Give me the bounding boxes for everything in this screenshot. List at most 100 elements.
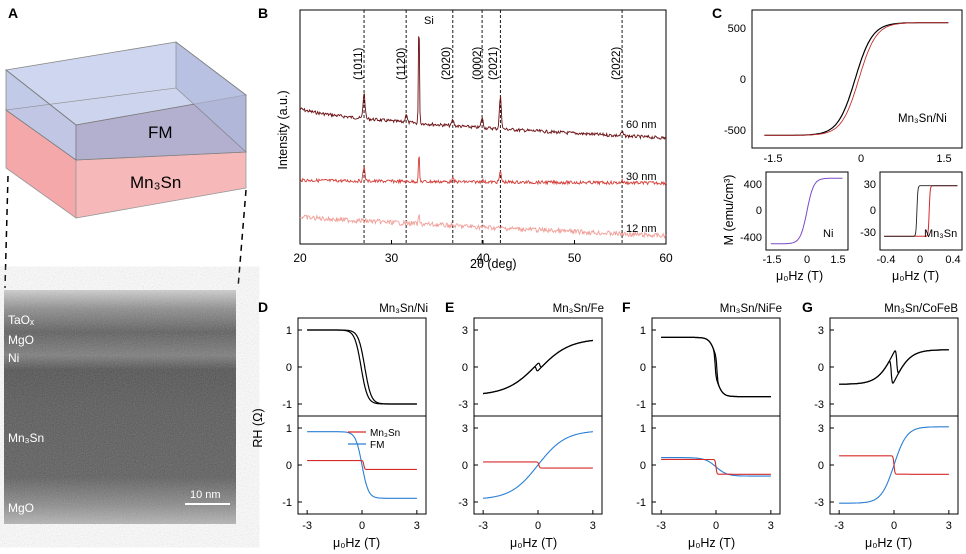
- panel-e-title: Mn₃Sn/Fe: [553, 303, 604, 315]
- panel-g-ytick-bottom-2: -3: [814, 497, 824, 509]
- scale-bar-label: 10 nm: [190, 489, 221, 501]
- panel-e-plots: 3 3 0 0 -3 -3: [458, 317, 603, 515]
- c-main-label: Mn₃Sn/Ni: [898, 113, 947, 125]
- panel-f-ytick-bottom-0: 1: [640, 423, 646, 435]
- panel-f-ytick-bottom-2: -1: [636, 497, 646, 509]
- xrd-xtick-60: 60: [659, 251, 673, 265]
- panel-d-rh-total-1: [307, 329, 417, 405]
- xrd-series-60nm: [299, 36, 667, 140]
- panel-e-ytick-top-2: -3: [458, 399, 468, 411]
- panel-f-ytick-top-2: -1: [636, 399, 646, 411]
- c-ni-xtick-neg1.5: -1.5: [763, 254, 782, 266]
- xrd-series-30nm: [299, 156, 667, 186]
- panel-g-ytick-top-0: 3: [818, 325, 824, 337]
- c-ni-ytick-400: 400: [744, 179, 762, 191]
- xrd-series-12nm: [299, 214, 667, 239]
- panel-d-ytick-bottom-2: -1: [282, 497, 292, 509]
- panel-f-ytick-bottom-1: 0: [640, 460, 646, 472]
- fm-layer-label: FM: [148, 123, 173, 142]
- panel-e-ytick-top-1: 0: [462, 362, 468, 374]
- panel-letter-b: B: [258, 5, 268, 21]
- legend-mn3sn: Mn₃Sn: [370, 428, 400, 439]
- c-xlabel-right: μ₀Hz (T): [892, 269, 939, 283]
- xrd-xtick-30: 30: [385, 251, 399, 265]
- panel-g-plots: 3 3 0 0 -3 -3: [814, 317, 959, 515]
- panel-letter-g: G: [802, 299, 813, 315]
- panel-g-title: Mn₃Sn/CoFeB: [884, 303, 958, 315]
- tem-label-ni: Ni: [8, 351, 19, 365]
- magnetization-main-plot: [751, 9, 963, 149]
- c-ni-label: Ni: [823, 228, 833, 240]
- c-xtick-0: 0: [858, 153, 864, 165]
- panel-letter-c: C: [712, 5, 722, 21]
- panel-f-ytick-top-1: 0: [640, 362, 646, 374]
- xrd-xtick-20: 20: [293, 251, 307, 265]
- e-xlabel: μ₀Hz (T): [510, 536, 557, 550]
- panel-e-ytick-bottom-1: 0: [462, 460, 468, 472]
- panel-g-ytick-bottom-1: 0: [818, 460, 824, 472]
- panel-d-rh-mn3sn: [307, 460, 417, 470]
- panel-f-xtick-0: 0: [713, 520, 719, 532]
- si-peak-label: Si: [424, 15, 434, 27]
- panel-g-rh-mn3sn: [839, 455, 949, 475]
- c-xtick-1.5: 1.5: [936, 153, 951, 165]
- c-ni-ytick-0: 0: [756, 205, 762, 217]
- panel-d-plots: 1 1 0 0 -1 -1: [282, 317, 427, 515]
- panel-d-xtick-0: 0: [359, 520, 365, 532]
- panel-f-plots: 1 1 0 0 -1 -1: [636, 317, 781, 515]
- panel-g-ytick-top-1: 0: [818, 362, 824, 374]
- c-mn-xtick-0.4: 0.4: [945, 254, 960, 266]
- c-mn-xtick-0: 0: [917, 254, 923, 266]
- thickness-30nm: 30 nm: [626, 171, 657, 183]
- panel-e-rh-total-1: [483, 339, 593, 395]
- panel-d-ytick-top-1: 0: [286, 362, 292, 374]
- panel-d-xtick-3: 3: [414, 520, 420, 532]
- c-xlabel-left: μ₀Hz (T): [776, 269, 823, 283]
- panel-letter-a: A: [8, 5, 18, 21]
- tem-image: [4, 290, 236, 524]
- panel-letter-f: F: [622, 299, 631, 315]
- peak-label-2022: (2022): [611, 47, 623, 80]
- c-mn-xtick-neg0.4: -0.4: [877, 254, 896, 266]
- panel-e-ytick-bottom-0: 3: [462, 423, 468, 435]
- xrd-plot: 20 30 40 50 60: [293, 9, 673, 265]
- c-mn-ytick-0: 0: [870, 205, 876, 217]
- tem-label-mgo-top: MgO: [8, 333, 34, 347]
- c-ni-xtick-1.5: 1.5: [830, 254, 845, 266]
- tem-label-mn3sn: Mn₃Sn: [8, 431, 44, 445]
- panel-letter-d: D: [258, 299, 268, 315]
- panel-f-xtick--3: -3: [656, 520, 666, 532]
- panel-d-ytick-top-2: -1: [282, 399, 292, 411]
- panel-e-xtick-3: 3: [590, 520, 596, 532]
- panel-f-xtick-3: 3: [768, 520, 774, 532]
- f-xlabel: μ₀Hz (T): [688, 536, 735, 550]
- rh-ylabel: RH (Ω): [251, 408, 265, 447]
- c-mn3sn-label: Mn₃Sn: [924, 228, 957, 240]
- panel-e-rh-fm: [483, 431, 593, 499]
- peak-label-2020: (2020): [441, 47, 453, 80]
- xrd-ylabel: Intensity (a.u.): [276, 90, 290, 169]
- panel-d-rh-total-0: [307, 329, 417, 405]
- mn3sn-layer-label: Mn₃Sn: [130, 173, 181, 192]
- legend-d: [348, 431, 366, 445]
- peak-label-1120: (1120): [396, 47, 408, 80]
- panel-f-title: Mn₃Sn/NiFe: [720, 303, 782, 315]
- panel-e-rh-total-0: [483, 339, 593, 395]
- peak-label-2021: (2021): [488, 47, 500, 80]
- peak-label-0002: (0002): [472, 47, 484, 80]
- panel-e-ytick-top-0: 3: [462, 325, 468, 337]
- panel-g-rh-total-0: [839, 349, 949, 385]
- panel-f-rh-total-1: [661, 336, 771, 398]
- panel-f-ytick-top-0: 1: [640, 325, 646, 337]
- c-ni-ytick-neg400: -400: [740, 232, 762, 244]
- magnetization-ni-plot: [765, 171, 849, 251]
- legend-fm: FM: [370, 440, 384, 451]
- panel-e-xtick-0: 0: [535, 520, 541, 532]
- panel-g-ytick-top-2: -3: [814, 399, 824, 411]
- panel-g-rh-total-1: [839, 349, 949, 385]
- panel-d-rh-fm: [307, 431, 417, 499]
- tem-label-mgo-bottom: MgO: [8, 501, 34, 515]
- panel-f-rh-mn3sn: [661, 458, 771, 475]
- panel-letter-e: E: [445, 299, 454, 315]
- d-xlabel: μ₀Hz (T): [333, 536, 380, 550]
